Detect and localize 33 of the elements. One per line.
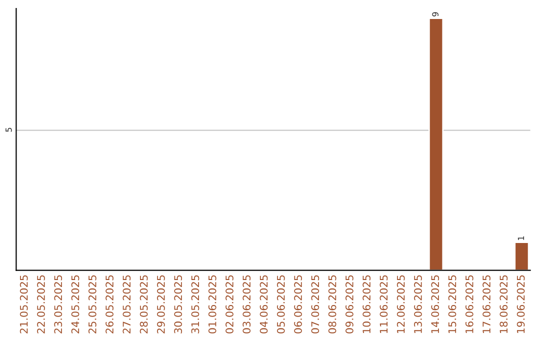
x-tick-label: 10.06.2025 (362, 275, 371, 333)
x-tick-label: 15.06.2025 (448, 275, 456, 333)
x-tick-label: 19.06.2025 (516, 275, 525, 333)
y-tick-label: 5 (6, 128, 12, 132)
x-tick-label: 31.05.2025 (191, 275, 200, 334)
x-tick-label: 23.05.2025 (54, 275, 62, 334)
x-tick-label: 26.05.2025 (106, 275, 114, 334)
x-tick-label: 01.06.2025 (208, 275, 216, 334)
x-tick-label: 27.05.2025 (122, 275, 131, 334)
x-tick-label: 30.05.2025 (174, 275, 182, 334)
x-tick-label: 14.06.2025 (431, 275, 440, 333)
x-tick-label: 18.06.2025 (500, 275, 508, 333)
x-tick-label: 11.06.2025 (380, 275, 388, 333)
x-tick-label: 05.06.2025 (276, 275, 285, 334)
data-label: 9 (432, 12, 438, 16)
x-tick-label: 12.06.2025 (396, 275, 405, 333)
x-tick-label: 25.05.2025 (88, 275, 96, 334)
x-tick-label: 09.06.2025 (345, 275, 354, 334)
x-tick-label: 13.06.2025 (414, 275, 422, 333)
x-tick-label: 22.05.2025 (37, 275, 45, 334)
x-tick-label: 21.05.2025 (20, 275, 28, 334)
x-tick-label: 16.06.2025 (465, 275, 474, 333)
x-tick-label: 17.06.2025 (482, 275, 490, 333)
data-label: 1 (518, 236, 524, 240)
x-tick-label: 29.05.2025 (157, 275, 165, 334)
x-tick-label: 04.06.2025 (260, 275, 268, 334)
x-tick-label: 08.06.2025 (328, 275, 336, 334)
x-tick-label: 07.06.2025 (311, 275, 320, 334)
x-tick-label: 02.06.2025 (226, 275, 234, 334)
x-tick-label: 28.05.2025 (140, 275, 148, 334)
x-tick-label: 03.06.2025 (242, 275, 251, 334)
x-tick-label: 24.05.2025 (71, 275, 80, 334)
x-tick-label: 06.06.2025 (294, 275, 302, 334)
